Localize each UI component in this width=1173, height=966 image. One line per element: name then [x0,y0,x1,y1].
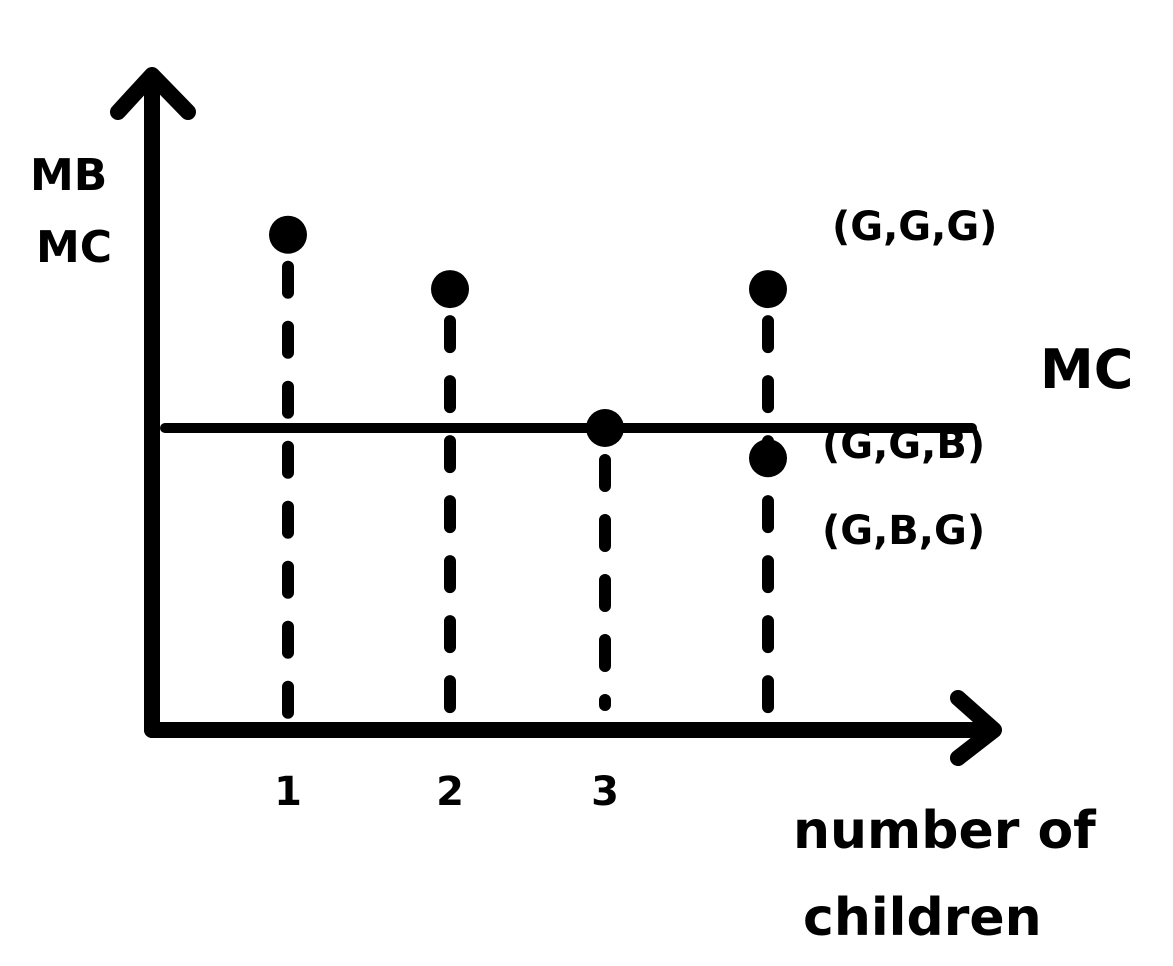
x-axis-label-line-2: children [803,888,1042,948]
annotation-ggb: (G,G,B) [822,422,985,468]
data-point-5 [749,439,787,478]
data-point-4 [749,270,787,309]
x-tick-labels: 1 2 3 [274,769,619,815]
data-point-1 [269,215,307,254]
y-axis-label-line-1: MB [30,150,107,201]
x-tick-label-3: 3 [591,769,619,815]
mc-line-label: MC [1040,338,1133,401]
x-axis-label-line-1: number of [793,801,1097,861]
drop-lines [282,260,774,746]
x-tick-label-1: 1 [274,769,302,815]
y-axis-label-line-2: MC [36,222,112,273]
data-points [269,215,787,478]
data-point-2 [431,270,469,309]
x-axis-arrowhead [950,690,1002,766]
annotation-gbg: (G,B,G) [822,508,985,554]
annotation-ggg: (G,G,G) [832,204,997,250]
y-axis-arrowhead [110,67,196,120]
x-tick-label-2: 2 [436,769,464,815]
axes [110,67,1002,766]
data-point-3 [586,409,624,447]
